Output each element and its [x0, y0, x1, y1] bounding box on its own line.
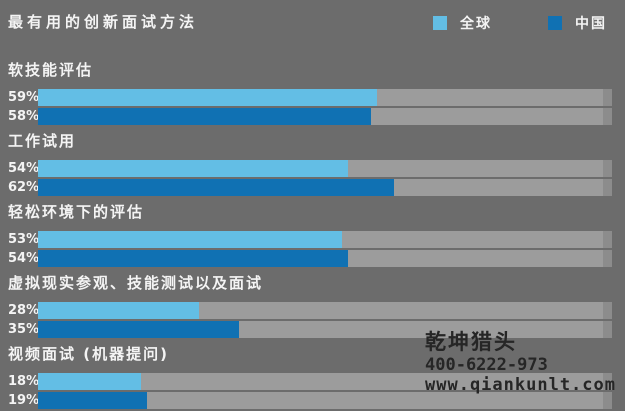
value-label: 59% [8, 90, 40, 105]
bar-fill-global [38, 160, 348, 177]
value-label: 62% [8, 180, 40, 195]
bar-row-china: 62% [8, 179, 625, 196]
bar-fill-china [38, 321, 239, 338]
bar-row-global: 28% [8, 302, 625, 319]
value-label: 19% [8, 393, 40, 408]
bar-group: 虚拟现实参观、技能测试以及面试 28% 35% [8, 275, 625, 338]
bar-track [38, 250, 612, 267]
legend-swatch-icon [433, 16, 447, 30]
bar-track [38, 160, 612, 177]
chart-title: 最有用的创新面试方法 [8, 13, 199, 31]
bar-fill-global [38, 231, 343, 248]
bar-groups: 软技能评估 59% 58% 工作试用 54% 62% 轻松环境下的评估 53% 54% 虚拟现实参… [0, 62, 625, 409]
category-label: 轻松环境下的评估 [8, 203, 145, 221]
bar-track [38, 108, 612, 125]
bar-track [38, 373, 612, 390]
bar-row-global: 54% [8, 160, 625, 177]
value-label: 28% [8, 303, 40, 318]
legend-item-global: 全球 [433, 13, 492, 33]
bar-track [38, 302, 612, 319]
bar-row-global: 53% [8, 231, 625, 248]
bar-track [38, 231, 612, 248]
bar-row-china: 58% [8, 108, 625, 125]
watermark: 乾坤猎头 400-6222-973 www.qiankunlt.com [425, 330, 616, 396]
bar-fill-china [38, 392, 148, 409]
bar-row-china: 35% [8, 321, 625, 338]
legend: 全球 中国 [433, 13, 607, 33]
bar-track [38, 321, 612, 338]
bar-group: 视频面试 (机器提问) 18% 19% [8, 346, 625, 409]
bar-group: 工作试用 54% 62% [8, 133, 625, 196]
value-label: 54% [8, 251, 40, 266]
bar-fill-china [38, 179, 394, 196]
watermark-phone-number: 400-6222-973 [425, 355, 548, 375]
category-label: 工作试用 [8, 132, 77, 150]
category-label: 视频面试 (机器提问) [8, 345, 169, 363]
chart-header: 最有用的创新面试方法 全球 中国 [0, 0, 625, 33]
value-label: 35% [8, 322, 40, 337]
category-label: 虚拟现实参观、技能测试以及面试 [8, 274, 264, 292]
legend-label: 中国 [575, 16, 607, 32]
bar-row-global: 18% [8, 373, 625, 390]
category-label: 软技能评估 [8, 61, 94, 79]
bar-fill-china [38, 108, 371, 125]
value-label: 18% [8, 374, 40, 389]
bar-row-china: 19% [8, 392, 625, 409]
bar-track [38, 89, 612, 106]
bar-track [38, 392, 612, 409]
bar-fill-global [38, 373, 142, 390]
bar-fill-global [38, 302, 199, 319]
watermark-company-name: 乾坤猎头 [425, 330, 517, 354]
bar-group: 软技能评估 59% 58% [8, 62, 625, 125]
bar-fill-china [38, 250, 348, 267]
bar-fill-global [38, 89, 377, 106]
legend-item-china: 中国 [548, 13, 607, 33]
legend-swatch-icon [548, 16, 562, 30]
bar-row-global: 59% [8, 89, 625, 106]
bar-group: 轻松环境下的评估 53% 54% [8, 204, 625, 267]
bar-track [38, 179, 612, 196]
value-label: 53% [8, 232, 40, 247]
legend-label: 全球 [460, 16, 492, 32]
watermark-website-url: www.qiankunlt.com [425, 375, 616, 395]
value-label: 54% [8, 161, 40, 176]
value-label: 58% [8, 109, 40, 124]
bar-row-china: 54% [8, 250, 625, 267]
